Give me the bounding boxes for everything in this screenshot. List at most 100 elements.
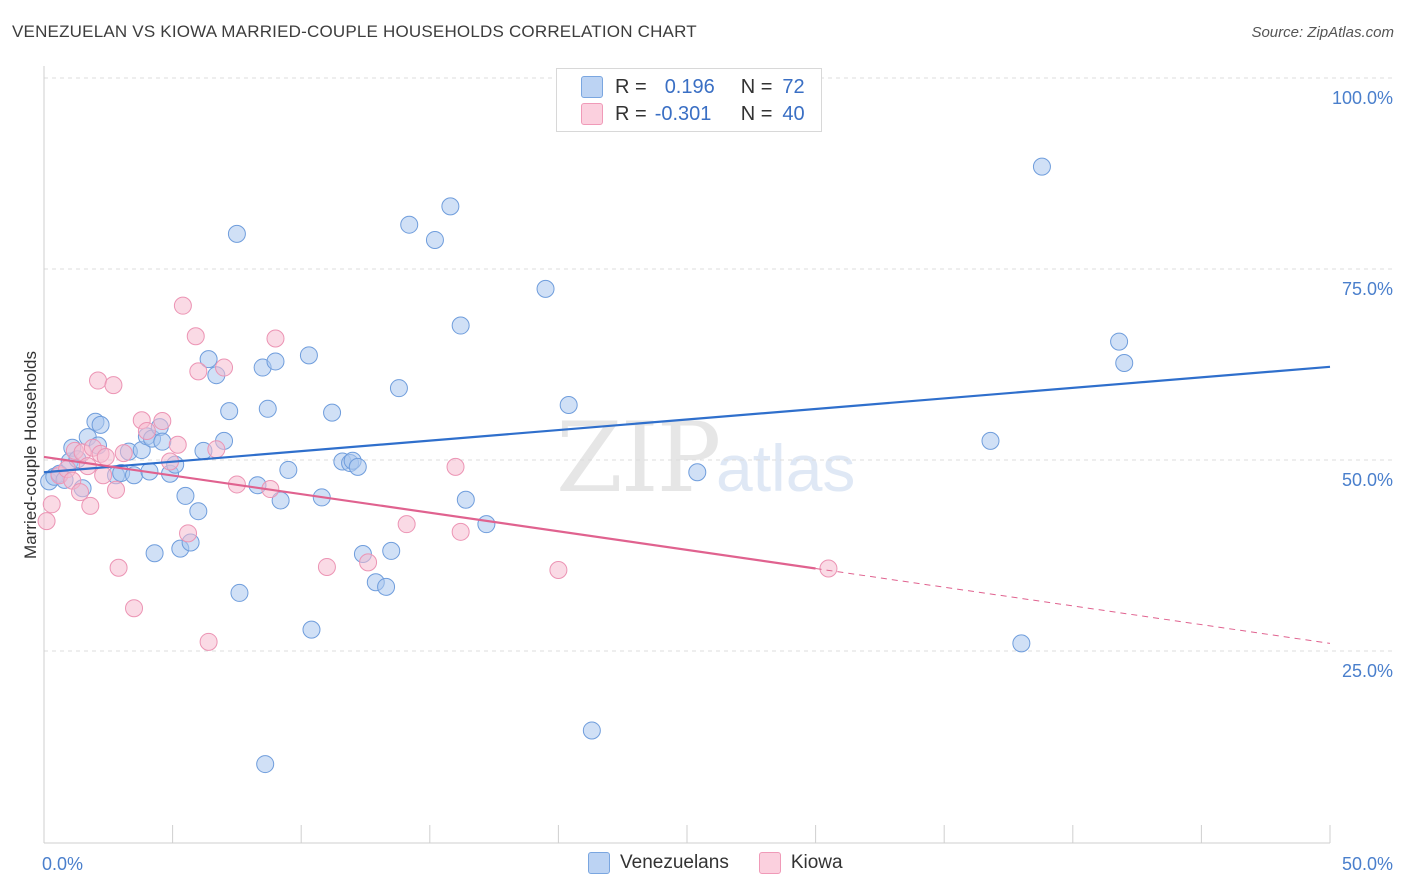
y-tick-label: 50.0% [1342,470,1393,490]
point-kiowa [359,553,378,572]
point-venezuelans [451,316,470,335]
watermark-zip: ZIP [556,402,721,514]
point-kiowa [89,371,108,390]
point-venezuelans [477,515,496,534]
legend-r-label: R = [615,102,647,125]
series-label-venezuelans: Venezuelans [620,852,729,873]
chart-source: Source: ZipAtlas.com [1251,24,1394,41]
point-venezuelans [258,399,277,418]
label-layer: 25.0% 50.0% 75.0% 100.0% 0.0% 50.0% Married-co… [21,88,1393,874]
points-layer [37,157,1134,774]
grid-layer [44,77,1392,652]
legend-swatch-venezuelans [581,76,603,98]
point-venezuelans [145,544,164,563]
point-venezuelans [266,352,285,371]
point-venezuelans [199,350,218,369]
point-kiowa [114,444,133,463]
legend-n-value: 40 [782,102,805,125]
trendline-venezuelans [43,365,1331,474]
watermark-atlas: atlas [716,431,856,505]
point-venezuelans [220,402,239,421]
point-kiowa [179,524,198,543]
point-venezuelans [559,395,578,414]
point-kiowa [266,329,285,348]
point-venezuelans [348,457,367,476]
legend-r-label: R = [615,75,647,98]
legend-n-label: N = [740,75,773,98]
point-venezuelans [299,346,318,365]
legend-row-kiowa: R = -0.301 N = 40 [581,102,805,126]
point-kiowa [94,466,113,485]
point-venezuelans [981,431,1000,450]
point-venezuelans [1110,332,1129,351]
point-venezuelans [1115,353,1134,372]
series-swatch-venezuelans [588,852,610,874]
point-venezuelans [400,215,419,234]
point-venezuelans [389,379,408,398]
point-kiowa [153,412,172,431]
point-kiowa [207,440,226,459]
point-kiowa [446,457,465,476]
point-kiowa [189,362,208,381]
point-kiowa [186,327,205,346]
point-venezuelans [256,755,275,774]
legend-r-value: -0.301 [654,102,712,125]
point-kiowa [125,599,144,618]
point-venezuelans [1012,634,1031,653]
point-venezuelans [323,403,342,422]
point-kiowa [819,559,838,578]
point-venezuelans [153,432,172,451]
point-kiowa [397,515,416,534]
y-tick-label: 25.0% [1342,661,1393,681]
legend-n-value: 72 [782,75,805,98]
point-venezuelans [456,490,475,509]
point-venezuelans [230,583,249,602]
point-venezuelans [279,460,298,479]
point-kiowa [109,558,128,577]
point-venezuelans [91,415,110,434]
point-venezuelans [377,577,396,596]
y-axis-label: Married-couple Households [21,351,40,559]
point-venezuelans [382,541,401,560]
trendline-kiowa-extrapolated [815,567,1331,644]
point-venezuelans [582,721,601,740]
point-kiowa [37,512,56,531]
point-venezuelans [425,230,444,249]
point-venezuelans [176,486,195,505]
point-venezuelans [189,502,208,521]
point-venezuelans [227,224,246,243]
point-kiowa [71,483,90,502]
x-tick-label-min: 0.0% [42,854,83,874]
x-tick-label-max: 50.0% [1342,854,1393,874]
series-legend: Venezuelans Kiowa [588,852,873,874]
point-kiowa [199,632,218,651]
series-swatch-kiowa [758,852,781,874]
legend-swatch-kiowa [581,103,603,125]
point-kiowa [549,561,568,580]
y-tick-label: 75.0% [1342,279,1393,299]
legend-n-label: N = [740,102,773,125]
legend-r-value: 0.196 [664,75,715,98]
point-kiowa [317,557,336,576]
trend-layer [43,365,1331,644]
series-label-kiowa: Kiowa [790,852,843,873]
series-legend-kiowa[interactable]: Kiowa [758,852,843,874]
point-kiowa [81,496,100,515]
chart-title: VENEZUELAN VS KIOWA MARRIED-COUPLE HOUSE… [12,22,697,41]
point-kiowa [107,480,126,499]
series-legend-venezuelans[interactable]: Venezuelans [588,852,729,874]
point-venezuelans [688,463,707,482]
point-venezuelans [1032,157,1051,176]
point-kiowa [104,376,123,395]
legend-row-venezuelans: R = 0.196 N = 72 [581,75,805,99]
axis-layer [43,66,1331,844]
point-kiowa [78,457,97,476]
point-kiowa [168,435,187,454]
point-kiowa [451,522,470,541]
y-tick-label: 100.0% [1332,88,1393,108]
correlation-legend: R = 0.196 N = 72 R = -0.301 N = 40 [556,68,822,132]
point-kiowa [137,421,156,440]
point-kiowa [42,495,61,514]
point-venezuelans [441,197,460,216]
